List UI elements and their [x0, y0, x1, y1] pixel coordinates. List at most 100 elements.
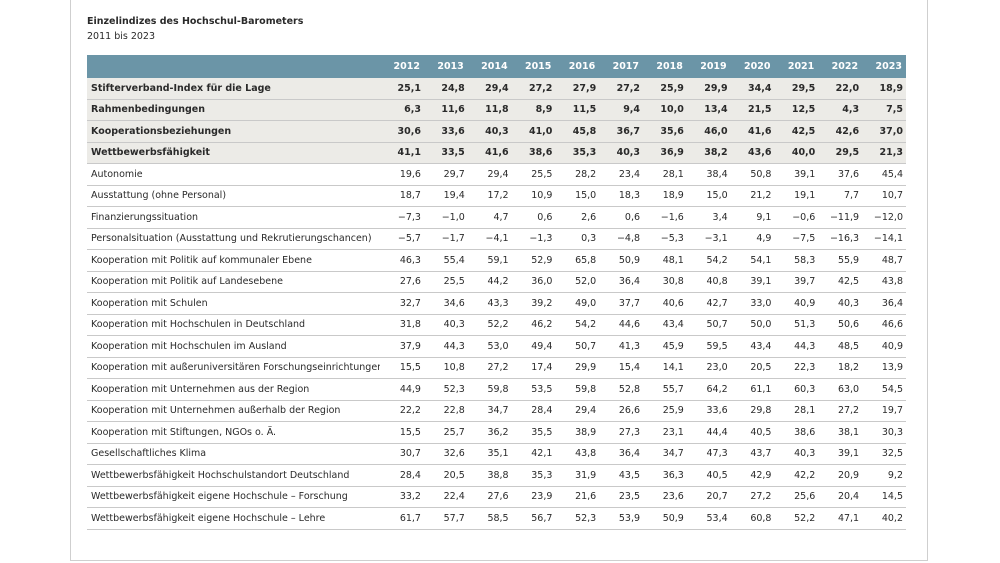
value-cell-2021: 28,1 — [774, 400, 819, 422]
value-cell-2021: 44,3 — [774, 335, 819, 358]
value-cell-2012: 6,3 — [380, 99, 424, 121]
table-row: Kooperation mit Unternehmen außerhalb de… — [87, 400, 906, 422]
value-cell-2020: 60,8 — [730, 507, 775, 530]
value-cell-2017: 44,6 — [599, 314, 644, 336]
value-cell-2017: 53,9 — [599, 507, 644, 530]
value-cell-2022: 55,9 — [818, 249, 863, 272]
table-row: Kooperation mit Politik auf kommunaler E… — [87, 249, 906, 272]
value-cell-2018: 10,0 — [643, 99, 687, 121]
value-cell-2019: 59,5 — [686, 335, 731, 358]
value-cell-2017: 27,3 — [599, 421, 644, 444]
value-cell-2016: 52,0 — [555, 271, 600, 293]
value-cell-2019: 46,0 — [686, 120, 731, 143]
value-cell-2021: 39,1 — [774, 163, 819, 186]
value-cell-2022: 40,3 — [818, 292, 863, 315]
value-cell-2012: 31,8 — [380, 314, 424, 336]
value-cell-2014: 52,2 — [467, 314, 512, 336]
index-row: Stifterverband-Index für die Lage 25,1 24,… — [87, 77, 906, 100]
row-label: Kooperationsbeziehungen — [87, 120, 381, 143]
value-cell-2013: 33,5 — [423, 142, 468, 164]
value-cell-2013: 22,8 — [423, 400, 468, 422]
value-cell-2012: 19,6 — [380, 163, 424, 186]
value-cell-2020: 9,1 — [730, 206, 775, 229]
value-cell-2015: 42,1 — [511, 443, 556, 465]
value-cell-2023: 45,4 — [862, 163, 906, 186]
value-cell-2023: 40,9 — [862, 335, 906, 358]
value-cell-2023: 32,5 — [862, 443, 906, 465]
value-cell-2017: 50,9 — [599, 249, 644, 272]
value-cell-2020: 34,4 — [730, 77, 775, 100]
value-cell-2018: 25,9 — [643, 400, 687, 422]
value-cell-2017: 23,4 — [599, 163, 644, 186]
value-cell-2012: 25,1 — [380, 77, 424, 100]
value-cell-2019: 50,7 — [686, 314, 731, 336]
value-cell-2015: 56,7 — [511, 507, 556, 530]
column-header-2022: 2022 — [818, 55, 863, 78]
value-cell-2015: 17,4 — [511, 357, 556, 379]
value-cell-2016: 0,3 — [555, 228, 600, 250]
value-cell-2014: 29,4 — [467, 77, 512, 100]
value-cell-2019: 38,2 — [686, 142, 731, 164]
value-cell-2021: 58,3 — [774, 249, 819, 272]
value-cell-2013: 33,6 — [423, 120, 468, 143]
value-cell-2021: 42,2 — [774, 464, 819, 487]
value-cell-2015: 49,4 — [511, 335, 556, 358]
value-cell-2012: 28,4 — [380, 464, 424, 487]
value-cell-2018: 23,6 — [643, 486, 687, 508]
value-cell-2012: 27,6 — [380, 271, 424, 293]
value-cell-2013: 22,4 — [423, 486, 468, 508]
column-header-2013: 2013 — [423, 55, 468, 78]
value-cell-2020: 43,4 — [730, 335, 775, 358]
value-cell-2019: −3,1 — [686, 228, 731, 250]
value-cell-2021: 40,9 — [774, 292, 819, 315]
column-header-2018: 2018 — [643, 55, 687, 78]
column-header-2014: 2014 — [467, 55, 512, 78]
value-cell-2020: 21,5 — [730, 99, 775, 121]
value-cell-2017: 36,7 — [599, 120, 644, 143]
value-cell-2016: 45,8 — [555, 120, 600, 143]
table-row: Kooperation mit Schulen 32,7 34,6 43,3 39,2 4… — [87, 292, 906, 315]
value-cell-2022: 50,6 — [818, 314, 863, 336]
column-header-2019: 2019 — [686, 55, 731, 78]
table-row: Finanzierungssituation −7,3 −1,0 4,7 0,6 2,6 0… — [87, 206, 906, 229]
value-cell-2013: 29,7 — [423, 163, 468, 186]
index-row: Rahmenbedingungen 6,3 11,6 11,8 8,9 11,5 9,4 10… — [87, 99, 906, 121]
value-cell-2019: 54,2 — [686, 249, 731, 272]
value-cell-2014: 58,5 — [467, 507, 512, 530]
value-cell-2017: 52,8 — [599, 378, 644, 401]
value-cell-2021: −7,5 — [774, 228, 819, 250]
value-cell-2019: 42,7 — [686, 292, 731, 315]
value-cell-2014: 35,1 — [467, 443, 512, 465]
value-cell-2020: 4,9 — [730, 228, 775, 250]
value-cell-2018: 30,8 — [643, 271, 687, 293]
chart-title: Einzelindizes des Hochschul-Barometers — [87, 16, 304, 27]
value-cell-2019: 15,0 — [686, 185, 731, 207]
table-row: Ausstattung (ohne Personal) 18,7 19,4 17,2 1… — [87, 185, 906, 207]
row-label: Ausstattung (ohne Personal) — [87, 185, 381, 207]
value-cell-2016: 2,6 — [555, 206, 600, 229]
value-cell-2016: 29,4 — [555, 400, 600, 422]
value-cell-2018: 50,9 — [643, 507, 687, 530]
value-cell-2015: 52,9 — [511, 249, 556, 272]
value-cell-2013: 11,6 — [423, 99, 468, 121]
value-cell-2014: 53,0 — [467, 335, 512, 358]
value-cell-2021: 40,0 — [774, 142, 819, 164]
value-cell-2020: 27,2 — [730, 486, 775, 508]
value-cell-2022: 42,5 — [818, 271, 863, 293]
value-cell-2022: 20,4 — [818, 486, 863, 508]
value-cell-2023: 43,8 — [862, 271, 906, 293]
value-cell-2013: 44,3 — [423, 335, 468, 358]
value-cell-2020: 54,1 — [730, 249, 775, 272]
value-cell-2022: −16,3 — [818, 228, 863, 250]
value-cell-2018: 43,4 — [643, 314, 687, 336]
value-cell-2012: 22,2 — [380, 400, 424, 422]
index-row: Wettbewerbsfähigkeit 41,1 33,5 41,6 38,6 35,3… — [87, 142, 906, 164]
value-cell-2019: 40,5 — [686, 464, 731, 487]
value-cell-2014: 27,2 — [467, 357, 512, 379]
value-cell-2020: 41,6 — [730, 120, 775, 143]
value-cell-2020: 50,0 — [730, 314, 775, 336]
value-cell-2019: 44,4 — [686, 421, 731, 444]
table-row: Wettbewerbsfähigkeit eigene Hochschule –… — [87, 486, 906, 508]
value-cell-2022: 38,1 — [818, 421, 863, 444]
value-cell-2015: 46,2 — [511, 314, 556, 336]
